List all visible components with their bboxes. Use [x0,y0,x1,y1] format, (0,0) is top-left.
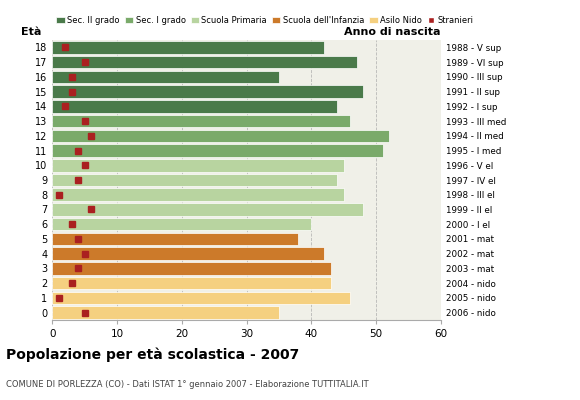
Bar [52,144,383,157]
Bar [52,188,343,201]
Bar [52,115,350,127]
Bar [52,292,350,304]
Bar [52,218,311,230]
Bar [52,130,389,142]
Text: Popolazione per età scolastica - 2007: Popolazione per età scolastica - 2007 [6,348,299,362]
Text: Anno di nascita: Anno di nascita [345,27,441,37]
Text: Età: Età [21,27,42,37]
Bar [52,41,324,54]
Bar [52,262,331,275]
Bar [52,248,324,260]
Bar [52,203,363,216]
Bar [52,85,363,98]
Bar [52,306,279,319]
Text: COMUNE DI PORLEZZA (CO) - Dati ISTAT 1° gennaio 2007 - Elaborazione TUTTITALIA.I: COMUNE DI PORLEZZA (CO) - Dati ISTAT 1° … [6,380,368,389]
Bar [52,174,337,186]
Bar [52,277,331,290]
Bar [52,70,279,83]
Legend: Sec. II grado, Sec. I grado, Scuola Primaria, Scuola dell'Infanzia, Asilo Nido, : Sec. II grado, Sec. I grado, Scuola Prim… [56,16,474,25]
Bar [52,56,357,68]
Bar [52,159,343,172]
Bar [52,100,337,112]
Bar [52,233,298,245]
